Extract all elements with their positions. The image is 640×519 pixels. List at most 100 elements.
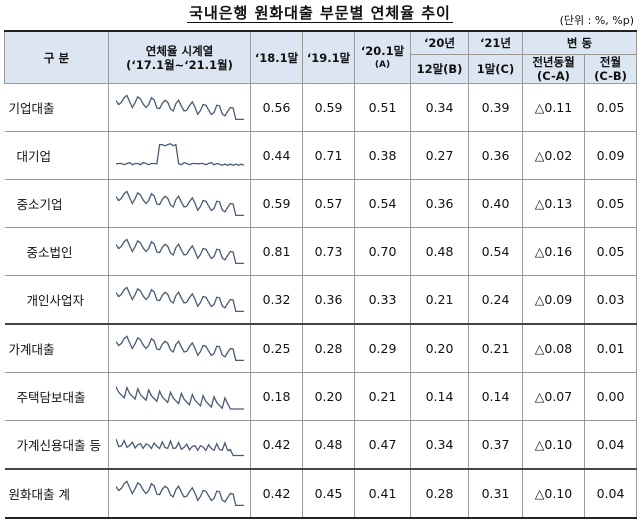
sparkline [115,438,244,456]
sparkline [115,334,244,361]
value-cell: 0.05 [583,83,638,132]
value-cell: 0.03 [583,275,638,325]
value-cell: 0.73 [302,227,355,276]
value-cell: 0.56 [250,83,303,132]
value-cell: 0.32 [250,275,303,325]
value-cell: 0.81 [250,227,303,276]
table-row: 가계신용대출 등 0.42 0.48 0.47 0.34 0.37 △0.10 0.04 [4,420,638,470]
value-cell: 0.36 [468,131,523,180]
sparkline [115,93,244,120]
sparkline-path [115,93,244,120]
value-cell: 0.27 [410,131,469,180]
value-cell: 0.21 [354,372,411,421]
value-cell: 0.14 [410,372,469,421]
value-cell: 0.24 [468,275,523,325]
value-cell: 0.54 [354,179,411,228]
sparkline [115,189,244,216]
value-cell: 0.37 [468,420,523,470]
value-cell: 0.42 [250,468,303,519]
value-cell: 0.45 [302,468,355,519]
value-cell: △0.13 [522,179,585,228]
value-cell: 0.38 [354,131,411,180]
header-20dec-line2: 12말(B) [410,54,469,84]
unit-note: (단위 : %, %p) [559,14,634,27]
table-row: 주택담보대출 0.18 0.20 0.21 0.14 0.14 △0.07 0.00 [4,372,638,421]
value-cell: 0.44 [250,131,303,180]
sparkline-cell [108,227,251,276]
value-cell: △0.10 [522,420,585,470]
header-mom: 전월 (C-B) [583,54,638,84]
value-cell: 0.31 [468,468,523,519]
sparkline-cell [108,420,251,470]
value-cell: 0.33 [354,275,411,325]
sparkline-path [115,385,244,410]
header-21-line2: 1말(C) [468,54,523,84]
header-20-line1: ‘20.1말 [360,43,405,58]
value-cell: △0.07 [522,372,585,421]
header-series-line2: (‘17.1월~‘21.1월) [126,57,233,72]
sparkline [115,285,244,312]
value-cell: 0.39 [468,83,523,132]
value-cell: 0.18 [250,372,303,421]
sparkline-path [115,285,244,312]
value-cell: △0.08 [522,323,585,373]
page-title: 국내은행 원화대출 부문별 연체율 추이 [187,4,453,23]
table-row: 가계대출 0.25 0.28 0.29 0.20 0.21 △0.08 0.01 [4,323,638,373]
value-cell: 0.14 [468,372,523,421]
row-label: 가계신용대출 등 [4,420,109,470]
value-cell: △0.02 [522,131,585,180]
value-cell: 0.47 [354,420,411,470]
table-row: 원화대출 계 0.42 0.45 0.41 0.28 0.31 △0.10 0.04 [4,468,638,519]
sparkline-cell [108,83,251,132]
value-cell: 0.54 [468,227,523,276]
sparkline-cell [108,468,251,519]
value-cell: 0.34 [410,420,469,470]
value-cell: △0.09 [522,275,585,325]
header-18: ‘18.1말 [250,30,303,84]
value-cell: 0.36 [302,275,355,325]
header-change: 변 동 [521,30,638,55]
header-yoy-line1: 전년동월 [532,55,575,69]
header-yoy: 전년동월 (C-A) [522,54,585,84]
sparkline-path [115,142,244,166]
value-cell: 0.41 [354,468,411,519]
value-cell: 0.42 [250,420,303,470]
table-row: 개인사업자 0.32 0.36 0.33 0.21 0.24 △0.09 0.03 [4,275,638,325]
table-row: 중소기업 0.59 0.57 0.54 0.36 0.40 △0.13 0.05 [4,179,638,228]
table-row: 기업대출 0.56 0.59 0.51 0.34 0.39 △0.11 0.05 [4,83,638,132]
sparkline [115,385,244,410]
value-cell: 0.00 [583,372,638,421]
row-label: 중소법인 [4,227,109,276]
header-19: ‘19.1말 [302,30,355,84]
value-cell: 0.25 [250,323,303,373]
value-cell: 0.70 [354,227,411,276]
value-cell: 0.20 [410,323,469,373]
row-label: 개인사업자 [4,275,109,325]
sparkline-cell [108,372,251,421]
value-cell: △0.11 [522,83,585,132]
value-cell: 0.20 [302,372,355,421]
value-cell: 0.34 [410,83,469,132]
header-20dec-line1: ‘20년 [410,30,469,55]
header-mom-line1: 전월 [599,55,622,69]
value-cell: 0.40 [468,179,523,228]
value-cell: 0.51 [354,83,411,132]
value-cell: 0.04 [583,420,638,470]
value-cell: 0.05 [583,179,638,228]
value-cell: 0.04 [583,468,638,519]
value-cell: 0.09 [583,131,638,180]
row-label: 중소기업 [4,179,109,228]
header-mom-line2: (C-B) [594,69,627,83]
header-series-line1: 연체율 시계열 [145,43,214,58]
row-label: 가계대출 [4,323,109,373]
header-21-line1: ‘21년 [468,30,523,55]
value-cell: 0.48 [302,420,355,470]
sparkline-cell [108,275,251,325]
value-cell: 0.28 [410,468,469,519]
sparkline [115,479,244,506]
value-cell: 0.59 [250,179,303,228]
table-row: 대기업 0.44 0.71 0.38 0.27 0.36 △0.02 0.09 [4,131,638,180]
header-yoy-line2: (C-A) [537,69,570,83]
sparkline [115,237,244,264]
value-cell: 0.01 [583,323,638,373]
